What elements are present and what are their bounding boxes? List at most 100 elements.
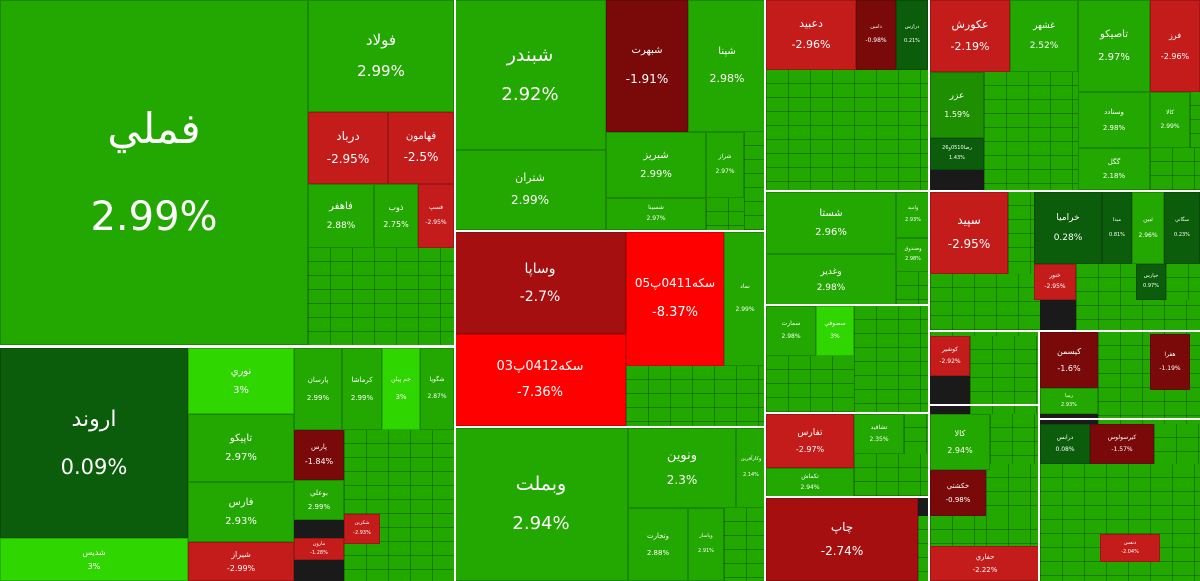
tile-vabmelat[interactable]: وبملت 2.94% [454, 428, 628, 581]
small-tiles-area-22[interactable] [986, 516, 1040, 546]
tile-foolad[interactable]: فولاد 2.99% [308, 0, 454, 112]
tile-jampilan[interactable]: جم پيلن 3% [382, 348, 420, 430]
tile-dosh[interactable]: دنفس -2.04% [1100, 534, 1160, 562]
tile-kala2[interactable]: كالا 2.94% [930, 414, 990, 470]
small-tiles-area-11[interactable] [1040, 464, 1200, 581]
tile-sevamoe[interactable]: سصوفي 3% [816, 306, 854, 356]
tile-vakarafarin[interactable]: وكارآفرين 2.14% [736, 428, 766, 508]
tile-nemad[interactable]: نماد 2.99% [724, 232, 766, 366]
tile-sekke05[interactable]: سكه0411پ05 -8.37% [626, 232, 724, 366]
tile-kala[interactable]: كالا 2.99% [1150, 92, 1190, 148]
tile-kochsher[interactable]: كوشير -2.92% [930, 336, 970, 376]
tile-vasandogh[interactable]: وصندوق 2.98% [896, 238, 930, 272]
tile-shepna[interactable]: شپنا 2.98% [688, 0, 766, 132]
tile-reza[interactable]: رضا0510و26 1.43% [930, 138, 984, 170]
tile-darasa[interactable]: درابس 0.08% [1040, 424, 1090, 464]
tile-vatejarat[interactable]: وتجارت 2.88% [628, 508, 688, 581]
tile-sepid[interactable]: سپيد -2.95% [930, 192, 1008, 274]
small-tiles-area-9[interactable] [970, 336, 1040, 414]
small-tiles-area-13[interactable] [854, 454, 930, 498]
tile-remia[interactable]: رميا 2.93% [1040, 388, 1098, 414]
tile-tasiko[interactable]: تاصيكو 2.97% [1078, 0, 1150, 92]
tile-hafari[interactable]: حفاري -2.22% [930, 546, 1040, 581]
tile-sabin[interactable]: ثبين 2.96% [1132, 192, 1164, 264]
tile-pars[interactable]: پارس -1.84% [294, 430, 344, 480]
tile-chap[interactable]: چاپ -2.74% [766, 498, 918, 581]
tile-farz[interactable]: فرز -2.96% [1150, 0, 1200, 92]
tile-shesina[interactable]: شسينا 2.97% [606, 198, 706, 230]
tile-shebhrat[interactable]: شبهرت -1.91% [606, 0, 688, 132]
tile-mina[interactable]: ميدا 0.81% [1102, 192, 1132, 264]
small-tiles-area-17[interactable] [896, 272, 930, 306]
tile-tapiko[interactable]: تاپيكو 2.97% [188, 414, 294, 482]
tile-shegoyal[interactable]: شگويا 2.87% [420, 348, 454, 430]
tile-fars[interactable]: فارس 2.93% [188, 482, 294, 542]
tile-sameratr[interactable]: سمارت 2.98% [766, 306, 816, 356]
tile-vanovin[interactable]: ونوين 2.3% [628, 428, 736, 508]
tile-shesta[interactable]: شستا 2.96% [766, 192, 896, 254]
tile-gol[interactable]: گگل 2.18% [1078, 148, 1150, 190]
small-tiles-area-25[interactable] [1166, 264, 1200, 300]
tile-shekarbon[interactable]: شكربن -2.93% [344, 514, 380, 544]
tile-derbad[interactable]: درباد -2.95% [308, 112, 388, 184]
small-tiles-area-1[interactable] [766, 70, 930, 192]
tile-bukhali[interactable]: بوعلي 2.99% [294, 480, 344, 520]
tile-karmasha[interactable]: كرماشا 2.99% [342, 348, 382, 430]
tile-daras[interactable]: درازس 0.21% [896, 0, 928, 70]
tile-seghani[interactable]: سگاني 0.23% [1164, 192, 1200, 264]
tile-noori[interactable]: نوري 3% [188, 348, 294, 414]
small-tiles-area-6[interactable] [766, 356, 854, 414]
tile-shedis[interactable]: شديس 3% [0, 538, 188, 581]
small-tiles-area-5[interactable] [854, 306, 930, 414]
small-tiles-area-banks[interactable] [626, 366, 766, 426]
small-tiles-area-18[interactable] [744, 132, 766, 230]
tile-parsan[interactable]: پارسان 2.99% [294, 348, 342, 430]
tile-arvand[interactable]: اروند 0.09% [0, 348, 188, 538]
tile-azar[interactable]: عزر 1.59% [930, 72, 984, 138]
tile-fasep[interactable]: فسپ -2.95% [418, 184, 454, 248]
tile-ghshahr[interactable]: غشهر 2.52% [1010, 0, 1078, 72]
small-tiles-area-16[interactable] [1150, 148, 1200, 192]
tile-vasapa[interactable]: وساپا -2.7% [454, 232, 626, 334]
small-tiles-area-19[interactable] [706, 198, 744, 230]
tile-khpars[interactable]: خپارس 0.97% [1136, 264, 1166, 300]
tile-kisman[interactable]: كيسمن -1.6% [1040, 332, 1098, 388]
tile-fahader[interactable]: فاهفر 2.88% [308, 184, 374, 248]
tile-shabandar[interactable]: شبندر 2.92% [454, 0, 606, 150]
tile-tekhmach[interactable]: تکماش 2.94% [766, 468, 854, 498]
tile-zob[interactable]: ذوب 2.75% [374, 184, 418, 248]
tile-shiraz[interactable]: شراز 2.97% [706, 132, 744, 198]
tile-damin[interactable]: دامين -0.98% [856, 0, 896, 70]
tile-kheshesh[interactable]: خكشتي -0.98% [930, 470, 986, 516]
tile-khanu[interactable]: خنور -2.95% [1034, 264, 1076, 300]
tile-tashafeed[interactable]: تشافيد 2.35% [854, 414, 904, 454]
tile-dabid[interactable]: دعبيد -2.96% [766, 0, 856, 70]
small-tiles-area-2[interactable] [984, 72, 1078, 190]
tile-kherasol[interactable]: كيرسولوس -1.57% [1090, 424, 1154, 464]
tile-vapasar[interactable]: وپاسار 2.91% [688, 508, 724, 581]
tile-marun[interactable]: مارون -1.28% [294, 538, 344, 560]
small-tiles-area-15[interactable] [724, 508, 766, 581]
small-tiles-area-23[interactable] [990, 414, 1040, 464]
small-tiles-area-12[interactable] [1154, 424, 1200, 464]
tile-shebriz[interactable]: شبريز 2.99% [606, 132, 706, 198]
tile-fahamoon[interactable]: فهامون -2.5% [388, 112, 454, 184]
tile-vaghadir[interactable]: وغدير 2.98% [766, 254, 896, 306]
tile-khorma[interactable]: خراميا 0.28% [1034, 192, 1102, 264]
small-tiles-area-metals[interactable] [308, 248, 454, 345]
tile-shetran[interactable]: شتران 2.99% [454, 150, 606, 230]
tile-akursh[interactable]: عكورش -2.19% [930, 0, 1010, 72]
small-tiles-area-20[interactable] [1190, 92, 1200, 148]
tile-vasanad[interactable]: وسنادد 2.98% [1078, 92, 1150, 148]
tile-vamid[interactable]: واميد 2.93% [896, 192, 930, 238]
small-tiles-area-chemicals[interactable] [344, 430, 454, 581]
tile-fameli[interactable]: فملي 2.99% [0, 0, 308, 345]
small-tiles-area-26[interactable] [904, 414, 930, 454]
tile-sekke03[interactable]: سكه0412پ03 -7.36% [454, 334, 626, 426]
small-tiles-area-24[interactable] [930, 516, 986, 546]
small-tiles-area-4[interactable] [930, 274, 1040, 336]
tile-hfar[interactable]: هفرا -1.19% [1150, 334, 1190, 390]
tile-tafars[interactable]: تفارس -2.97% [766, 414, 854, 468]
small-tiles-area-14[interactable] [918, 516, 930, 581]
tile-shiran[interactable]: شيراز -2.99% [188, 542, 294, 581]
